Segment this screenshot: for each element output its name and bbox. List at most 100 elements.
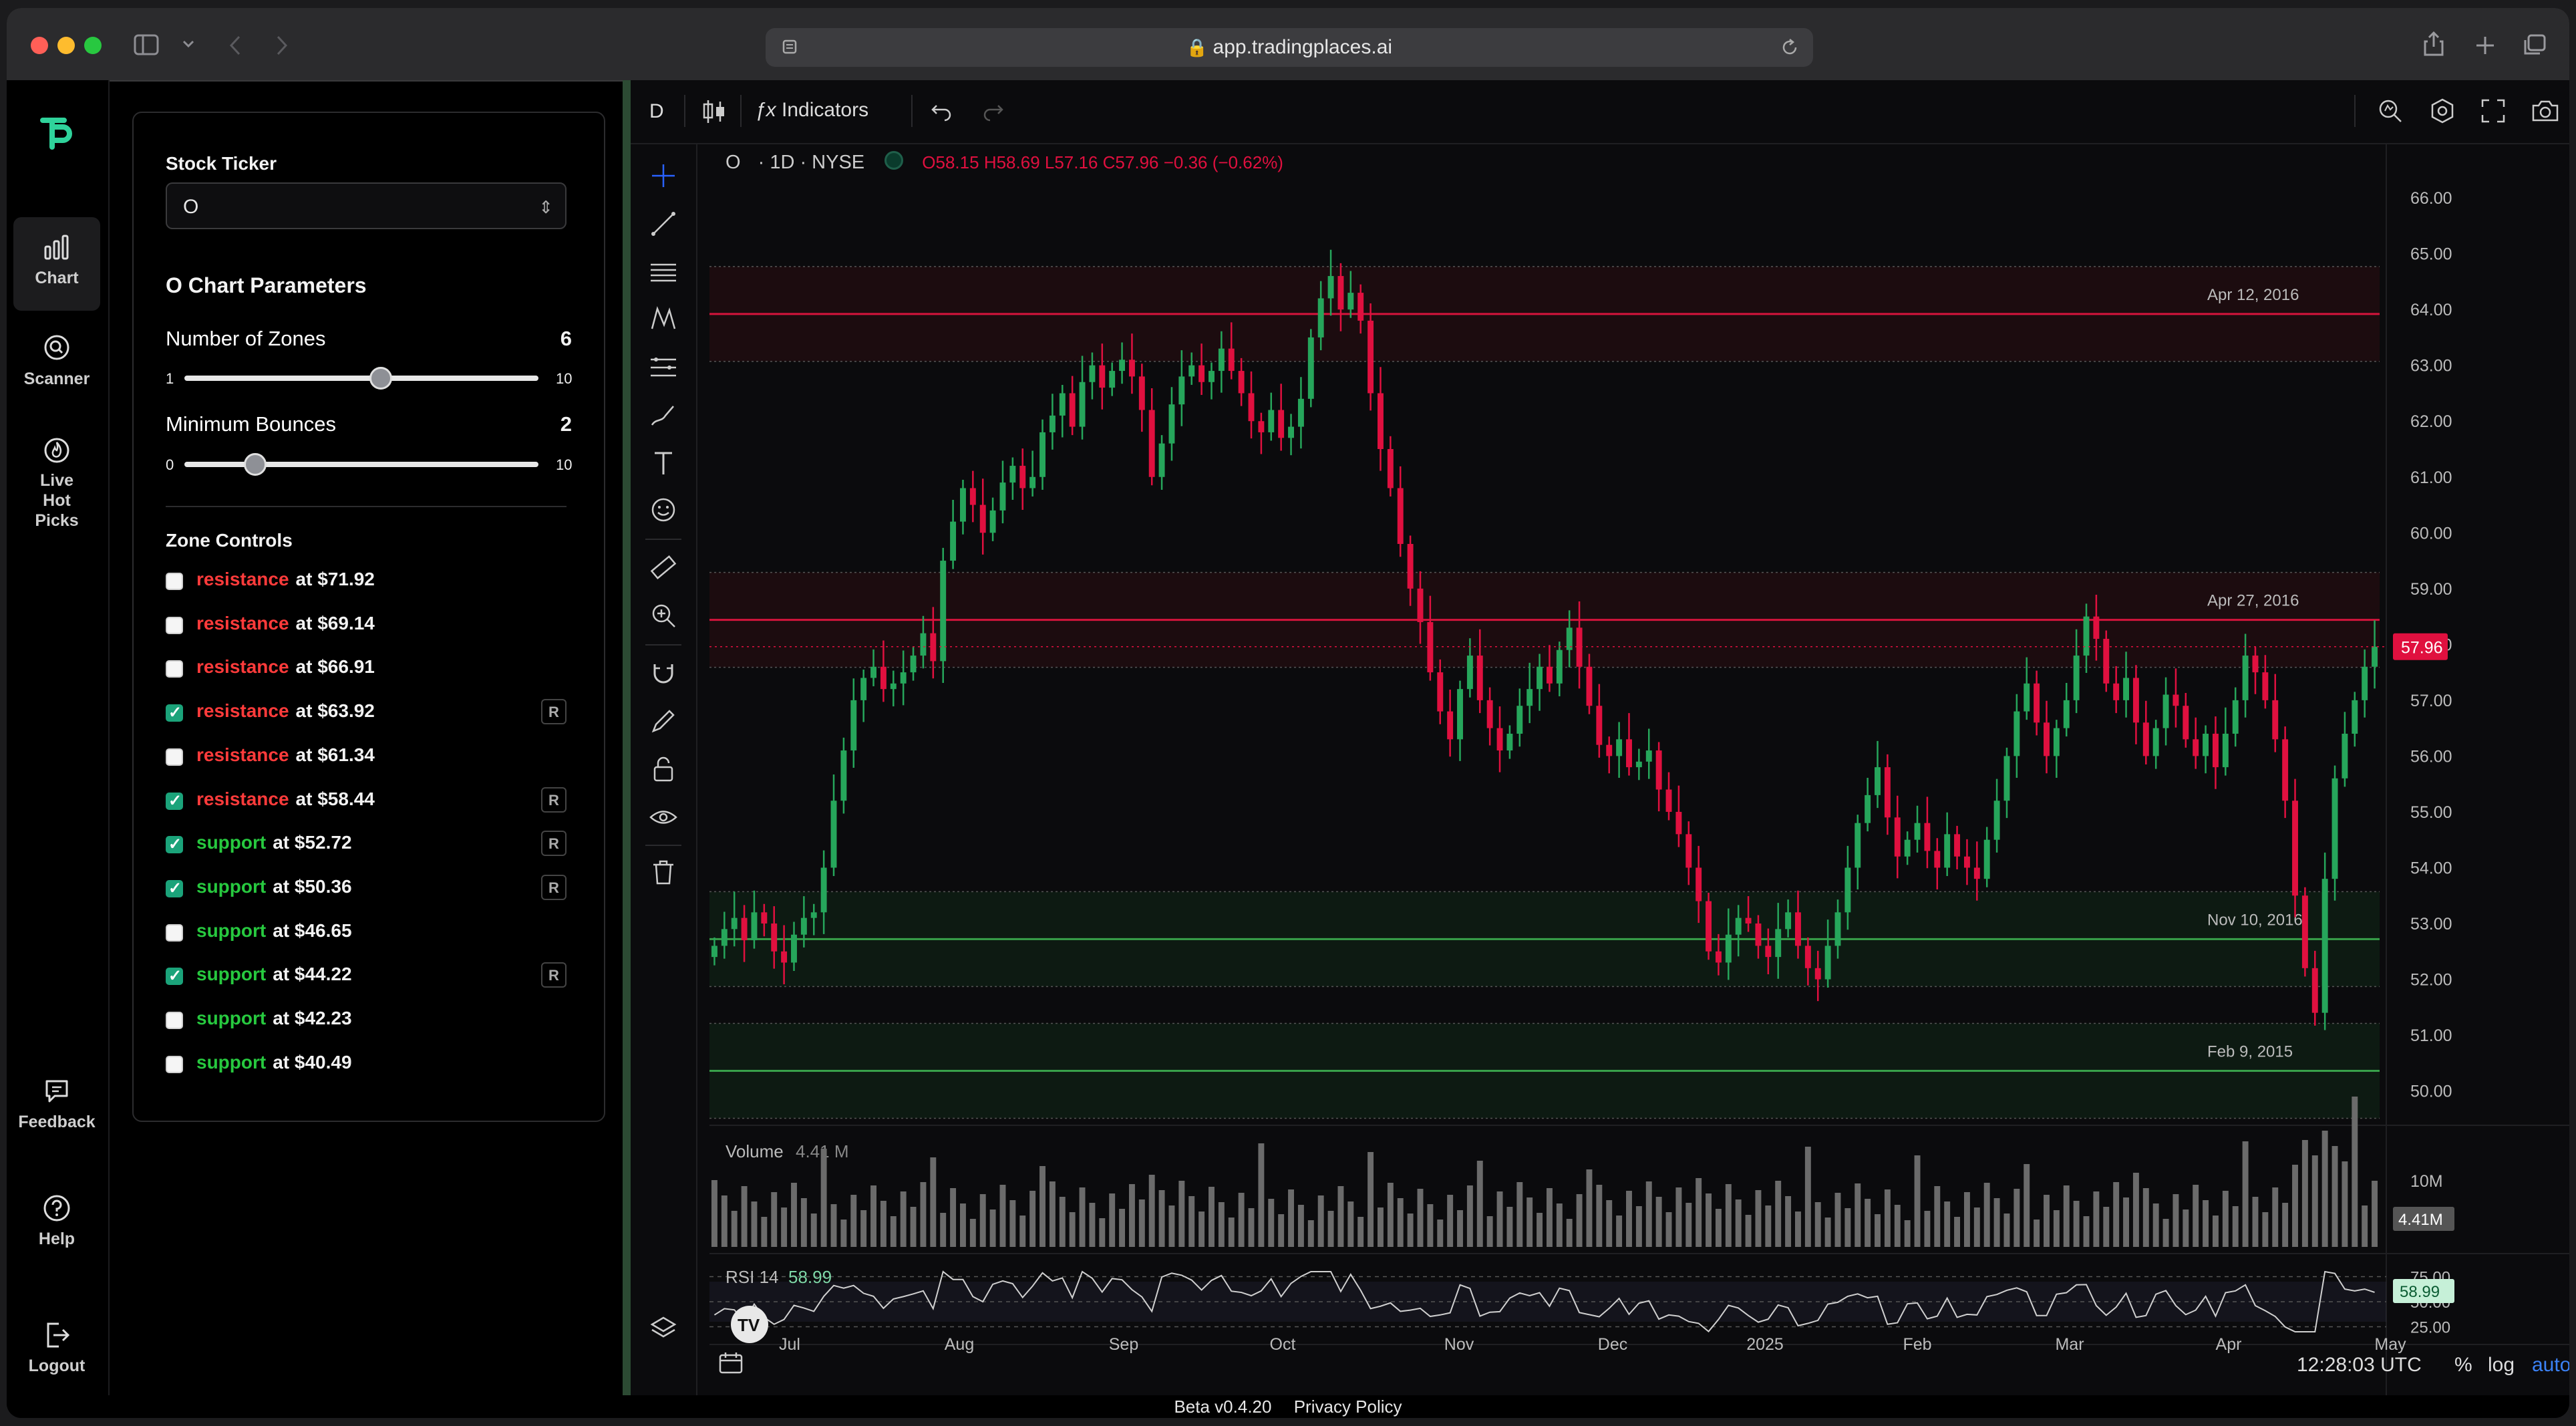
volume-bar [2113,1182,2120,1247]
tradingplaces-logo-icon[interactable] [39,114,76,154]
log-scale-toggle[interactable]: log [2488,1354,2515,1376]
trend-line-icon[interactable] [649,210,677,238]
volume-bar [920,1182,927,1247]
legend-symbol[interactable]: O [726,152,741,173]
candle-body [1248,393,1255,422]
interval-button[interactable]: D [649,100,664,122]
volume-bar [2053,1210,2060,1247]
prediction-tool-icon[interactable] [649,353,677,381]
candle-body [1417,588,1424,622]
date-range-icon[interactable] [717,1350,744,1377]
settings-icon[interactable] [2429,98,2456,124]
volume-bar [1367,1152,1374,1247]
zone-checkbox[interactable] [166,573,183,590]
nav-chart[interactable]: Chart [13,217,100,311]
market-status-dot[interactable] [884,151,904,170]
zone-checkbox[interactable] [166,879,183,898]
zones-slider-track[interactable] [184,376,538,381]
bounces-slider-thumb[interactable] [244,453,267,476]
zone-checkbox[interactable] [166,1012,183,1029]
fullscreen-icon[interactable] [2480,98,2507,124]
layers-icon[interactable] [649,1314,677,1342]
page-menu-icon[interactable] [782,39,802,56]
nav-help[interactable]: Help [13,1193,100,1249]
volume-bar [1476,1161,1483,1247]
sidebar-toggle-icon[interactable] [134,33,160,56]
percent-scale-toggle[interactable]: % [2454,1354,2472,1376]
candle-body [810,912,817,918]
back-icon[interactable] [227,35,243,56]
volume-bar [1317,1195,1324,1247]
chevron-down-icon[interactable] [182,39,195,49]
candle-body [1855,823,1861,868]
quick-search-icon[interactable] [2377,98,2404,124]
candle-body [1765,946,1772,958]
trash-icon[interactable] [649,858,677,886]
zone-checkbox[interactable] [166,835,183,854]
zone-checkbox[interactable] [166,966,183,986]
reload-icon[interactable] [1780,37,1800,57]
trading-chart-widget: D ƒx Indicators [623,80,2569,1395]
candle-body [1407,544,1414,589]
forward-icon[interactable] [274,35,290,56]
candle-type-icon[interactable] [700,98,727,126]
volume-tick-label: 10M [2410,1172,2443,1191]
nav-feedback[interactable]: Feedback [13,1076,100,1132]
zone-checkbox[interactable] [166,703,183,722]
zones-slider-thumb[interactable] [369,367,393,390]
volume-bar [1665,1212,1672,1247]
redo-icon[interactable] [981,100,1005,122]
zone-checkbox[interactable] [166,791,183,811]
nav-live-hot-picks[interactable]: Live Hot Picks [13,434,100,531]
share-icon[interactable] [2422,31,2445,57]
maximize-window-button[interactable] [84,37,102,54]
zone-reset-button[interactable]: R [541,699,567,725]
candle-body [800,917,807,935]
zone-reset-button[interactable]: R [541,962,567,988]
pattern-tool-icon[interactable] [649,305,677,333]
price-chart-canvas[interactable]: Apr 12, 2016 Apr 27, 2016 Nov 10, 2016 Feb … [631,144,2569,1395]
clock-time[interactable]: 12:28:03 UTC [2297,1354,2422,1376]
zone-checkbox[interactable] [166,616,183,634]
zone-reset-button[interactable]: R [541,874,567,900]
zone-checkbox[interactable] [166,660,183,678]
zone-reset-button[interactable]: R [541,787,567,813]
zoom-in-icon[interactable] [649,601,677,629]
tab-overview-icon[interactable] [2523,33,2547,57]
zone-checkbox[interactable] [166,748,183,766]
candle-body [2113,683,2120,700]
emoji-icon[interactable] [649,496,677,524]
close-window-button[interactable] [31,37,48,54]
volume-bar [870,1185,876,1247]
stock-ticker-select[interactable]: O ⇕ [166,182,567,229]
volume-bar [1278,1214,1285,1247]
horizontal-lines-icon[interactable] [649,258,677,286]
minimize-window-button[interactable] [57,37,75,54]
zone-reset-button[interactable]: R [541,831,567,857]
bounces-slider-track[interactable] [184,462,538,467]
tradingview-logo-icon[interactable] [731,1306,768,1343]
zone-checkbox[interactable] [166,923,183,942]
volume-bar [2352,1097,2358,1247]
indicators-button[interactable]: ƒx Indicators [755,99,868,122]
volume-bar [860,1210,867,1247]
zone-checkbox[interactable] [166,1055,183,1073]
eye-icon[interactable] [649,803,677,831]
crosshair-icon[interactable] [649,162,677,190]
lock-icon[interactable] [649,755,677,783]
auto-scale-toggle[interactable]: auto [2532,1354,2569,1376]
volume-bar [1855,1183,1861,1247]
camera-icon[interactable] [2531,98,2560,124]
privacy-policy-link[interactable]: Privacy Policy [1293,1397,1402,1417]
address-bar[interactable]: 🔒 app.tradingplaces.ai [766,28,1813,67]
nav-scanner[interactable]: Scanner [13,333,100,389]
lock-drawing-pencil-icon[interactable] [649,707,677,735]
ruler-icon[interactable] [649,553,677,581]
undo-icon[interactable] [930,100,954,122]
magnet-icon[interactable] [649,659,677,687]
nav-logout[interactable]: Logout [13,1320,100,1376]
brush-icon[interactable] [649,401,677,429]
candle-body [930,633,937,662]
text-tool-icon[interactable] [649,449,677,477]
new-tab-icon[interactable] [2474,35,2496,56]
